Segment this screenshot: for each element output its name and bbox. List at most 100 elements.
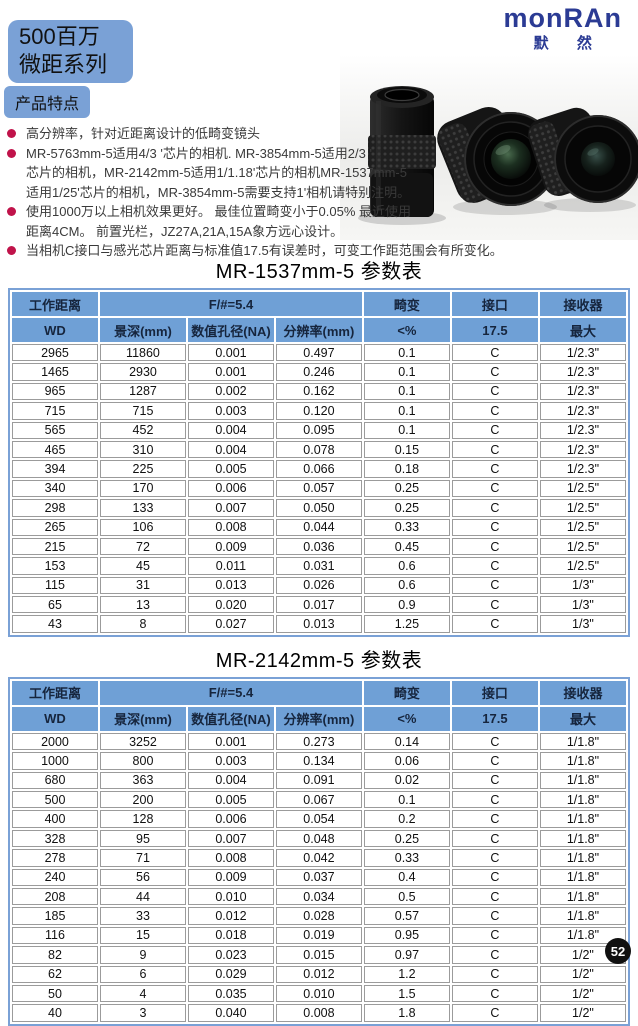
table-cell: 0.026 <box>275 576 362 595</box>
column-header: 数值孔径(NA) <box>187 706 274 731</box>
table-cell: 8 <box>99 615 186 633</box>
table-row: 465 310 0.004 0.078 0.15 C 1/2.3" <box>12 440 626 459</box>
table-cell: C <box>451 576 538 595</box>
table-cell: 116 <box>12 926 98 945</box>
table-cell: C <box>451 596 538 614</box>
table-cell: 1/2.3" <box>539 402 626 420</box>
table-cell: 0.010 <box>275 984 362 1003</box>
feature-text: MR-5763mm-5适用4/3 '芯片的相机. MR-3854mm-5适用2/… <box>26 145 411 200</box>
spec-table-mr1537: 工作距离 F/#=5.4 畸变 接口 接收器 WD 景深(mm) 数值孔径(NA) 分辨率(mm… <box>8 288 630 637</box>
table-cell: 0.004 <box>187 440 274 459</box>
table-row: 965 1287 0.002 0.162 0.1 C 1/2.3" <box>12 382 626 401</box>
table-cell: 0.066 <box>275 460 362 478</box>
table-cell: 3 <box>99 1004 186 1022</box>
table-cell: 0.162 <box>275 382 362 401</box>
table-cell: C <box>451 810 538 828</box>
feature-text: 高分辨率，针对近距离设计的低畸变镜头 <box>26 126 261 141</box>
column-header: 分辨率(mm) <box>275 318 362 342</box>
table-cell: 0.042 <box>275 849 362 867</box>
table-row: 500 200 0.005 0.067 0.1 C 1/1.8" <box>12 791 626 809</box>
table-cell: 0.013 <box>187 576 274 595</box>
table-row: 62 6 0.029 0.012 1.2 C 1/2" <box>12 965 626 983</box>
table-cell: C <box>451 518 538 536</box>
table-cell: 3252 <box>99 732 186 751</box>
table-cell: 1/3" <box>539 596 626 614</box>
table-cell: 715 <box>99 402 186 420</box>
bullet-icon <box>7 207 16 216</box>
table-cell: 185 <box>12 907 98 925</box>
table-cell: 1.5 <box>363 984 450 1003</box>
column-group-header: F/#=5.4 <box>99 292 362 316</box>
column-group-header: 接口 <box>451 680 538 705</box>
table-cell: 565 <box>12 421 98 439</box>
table-cell: 363 <box>99 771 186 790</box>
table-cell: 0.2 <box>363 810 450 828</box>
table-cell: C <box>451 1004 538 1022</box>
table-cell: 0.1 <box>363 402 450 420</box>
table-row: 2965 11860 0.001 0.497 0.1 C 1/2.3" <box>12 344 626 362</box>
table-row: 50 4 0.035 0.010 1.5 C 1/2" <box>12 984 626 1003</box>
series-title-line1: 500百万 <box>19 24 100 49</box>
table-row: 153 45 0.011 0.031 0.6 C 1/2.5" <box>12 557 626 575</box>
table-cell: 82 <box>12 946 98 964</box>
table-cell: 328 <box>12 829 98 848</box>
table-cell: C <box>451 849 538 867</box>
table-cell: 208 <box>12 887 98 906</box>
column-header: <% <box>363 706 450 731</box>
table-cell: 0.25 <box>363 479 450 498</box>
table-cell: 133 <box>99 499 186 517</box>
column-group-header: 接口 <box>451 292 538 316</box>
table-cell: 0.9 <box>363 596 450 614</box>
column-header: 17.5 <box>451 318 538 342</box>
feature-item: 当相机C接口与感光芯片距离与标准值17.5有误差时，可变工作距范围会有所变化。 <box>0 241 636 261</box>
table-cell: 0.040 <box>187 1004 274 1022</box>
table-cell: 0.273 <box>275 732 362 751</box>
table-cell: C <box>451 402 538 420</box>
table-cell: 0.5 <box>363 887 450 906</box>
table-cell: 9 <box>99 946 186 964</box>
table-cell: 215 <box>12 537 98 556</box>
table-cell: 0.012 <box>187 907 274 925</box>
table-cell: 0.057 <box>275 479 362 498</box>
table-cell: 0.018 <box>187 926 274 945</box>
table-cell: 0.003 <box>187 402 274 420</box>
table-cell: 452 <box>99 421 186 439</box>
table-cell: C <box>451 829 538 848</box>
table-cell: 0.007 <box>187 499 274 517</box>
table-cell: 0.009 <box>187 868 274 886</box>
table-cell: C <box>451 440 538 459</box>
table-cell: 0.33 <box>363 518 450 536</box>
table-cell: 0.034 <box>275 887 362 906</box>
table-cell: C <box>451 752 538 770</box>
table-row: 40 3 0.040 0.008 1.8 C 1/2" <box>12 1004 626 1022</box>
table-cell: 71 <box>99 849 186 867</box>
series-title-line2: 微距系列 <box>19 52 108 77</box>
table-cell: 1/3" <box>539 615 626 633</box>
page-number-badge: 52 <box>605 938 631 964</box>
table-cell: 0.012 <box>275 965 362 983</box>
bullet-icon <box>7 129 16 138</box>
table-cell: 225 <box>99 460 186 478</box>
table-row: 2000 3252 0.001 0.273 0.14 C 1/1.8" <box>12 732 626 751</box>
table-row: 298 133 0.007 0.050 0.25 C 1/2.5" <box>12 499 626 517</box>
table-cell: C <box>451 460 538 478</box>
table-cell: C <box>451 926 538 945</box>
table-cell: 1/2.5" <box>539 518 626 536</box>
table-cell: 1/2.3" <box>539 421 626 439</box>
table-cell: 200 <box>99 791 186 809</box>
table-cell: 0.1 <box>363 382 450 401</box>
table-cell: 0.006 <box>187 479 274 498</box>
column-header: WD <box>12 318 98 342</box>
table-cell: 1/2.5" <box>539 537 626 556</box>
table-cell: 2930 <box>99 363 186 381</box>
table-row: 715 715 0.003 0.120 0.1 C 1/2.3" <box>12 402 626 420</box>
table-row: 394 225 0.005 0.066 0.18 C 1/2.3" <box>12 460 626 478</box>
table-cell: 400 <box>12 810 98 828</box>
table-cell: 0.95 <box>363 926 450 945</box>
table-cell: 1/1.8" <box>539 926 626 945</box>
table-cell: 0.15 <box>363 440 450 459</box>
table-cell: 310 <box>99 440 186 459</box>
feature-list: 高分辨率，针对近距离设计的低畸变镜头 MR-5763mm-5适用4/3 '芯片的相… <box>0 124 636 261</box>
table-cell: 40 <box>12 1004 98 1022</box>
table-cell: 0.001 <box>187 363 274 381</box>
